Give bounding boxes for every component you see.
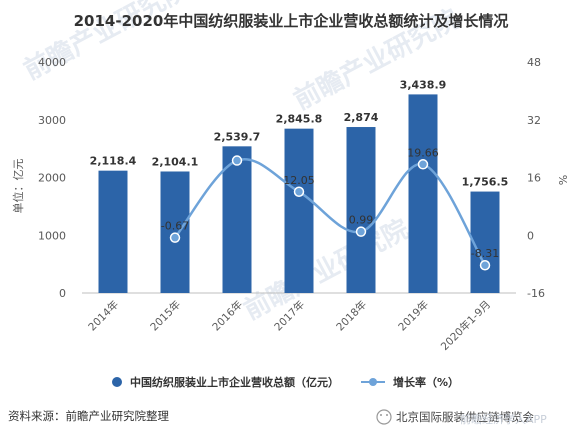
bar-value-label: 3,438.9 xyxy=(400,78,447,91)
line-series xyxy=(169,155,491,271)
x-tick-label: 2019年 xyxy=(396,298,432,334)
bar xyxy=(160,171,190,293)
rate-data-labels: -0.67 12.05 0.99 19.66 -8.31 xyxy=(161,146,499,260)
bar-series xyxy=(98,94,500,294)
watermark: 前瞻产业研究院 xyxy=(239,213,414,326)
bar-value-label: 2,104.1 xyxy=(152,155,199,168)
bar xyxy=(470,191,500,293)
y-tick-label: 1000 xyxy=(38,229,66,242)
growth-rate-line xyxy=(174,157,487,266)
growth-rate-label: 0.99 xyxy=(349,214,374,227)
growth-rate-point xyxy=(417,159,429,170)
y-tick-label: 0 xyxy=(59,287,66,300)
growth-rate-label: -8.31 xyxy=(471,247,499,260)
legend-line-marker xyxy=(369,378,377,386)
growth-rate-point xyxy=(231,155,243,166)
wechat-icon xyxy=(376,409,392,425)
y-tick-label: 2000 xyxy=(38,172,66,185)
bar xyxy=(346,127,376,294)
x-tick-label: 2016年 xyxy=(210,298,246,334)
bar xyxy=(222,146,252,293)
legend-line-label: 增长率（%） xyxy=(393,375,459,389)
y-axis-title: 单位：亿元 xyxy=(11,159,25,214)
bar xyxy=(408,94,438,293)
y2-axis: -16 0 16 32 48 xyxy=(527,56,545,300)
x-tick-label: 2020年1-9月 xyxy=(438,298,493,353)
growth-rate-point xyxy=(479,259,491,271)
legend-bar-label: 中国纺织服装业上市企业营收总额（亿元） xyxy=(130,375,339,389)
bar-value-label: 2,874 xyxy=(344,111,379,124)
growth-rate-point xyxy=(355,226,367,237)
wechat-credit: 北京国际服装供应链博览会 xyxy=(376,409,534,425)
x-tick-label: 2018年 xyxy=(334,298,370,334)
y2-tick-label: -16 xyxy=(527,287,545,300)
y2-tick-label: 32 xyxy=(527,114,541,127)
bar-value-label: 1,756.5 xyxy=(462,176,509,189)
y-tick-label: 3000 xyxy=(38,114,66,127)
y2-tick-label: 0 xyxy=(527,229,534,242)
bar xyxy=(284,128,314,293)
y2-tick-label: 48 xyxy=(527,56,541,69)
bar-value-label: 2,118.4 xyxy=(90,155,137,168)
legend: 中国纺织服装业上市企业营收总额（亿元） 增长率（%） xyxy=(112,375,459,389)
bar-value-label: 2,539.7 xyxy=(214,130,261,143)
bar-data-labels: 2,118.4 2,104.1 2,539.7 2,845.8 2,874 3,438.9… xyxy=(90,78,509,188)
x-tick-label: 2015年 xyxy=(148,298,184,334)
watermark: 前瞻经济学人APP xyxy=(460,412,547,426)
y-tick-label: 4000 xyxy=(38,56,66,69)
growth-rate-label: 19.66 xyxy=(407,146,439,159)
growth-rate-label: -0.67 xyxy=(161,220,189,233)
chart-title: 2014-2020年中国纺织服装业上市企业营收总额统计及增长情况 xyxy=(74,12,509,30)
bar xyxy=(98,170,128,293)
y2-tick-label: 16 xyxy=(527,172,541,185)
growth-rate-point xyxy=(169,232,181,243)
legend-bar-swatch xyxy=(112,377,122,387)
y2-axis-title: % xyxy=(556,175,569,185)
source-note: 资料来源：前瞻产业研究院整理 xyxy=(8,409,169,423)
bar-value-label: 2,845.8 xyxy=(276,113,323,126)
y-axis: 0 1000 2000 3000 4000 xyxy=(38,56,66,300)
x-tick-label: 2014年 xyxy=(86,298,122,334)
growth-rate-point xyxy=(293,186,305,198)
credit-text: 北京国际服装供应链博览会 xyxy=(396,410,534,424)
growth-rate-label: 12.05 xyxy=(283,174,315,187)
